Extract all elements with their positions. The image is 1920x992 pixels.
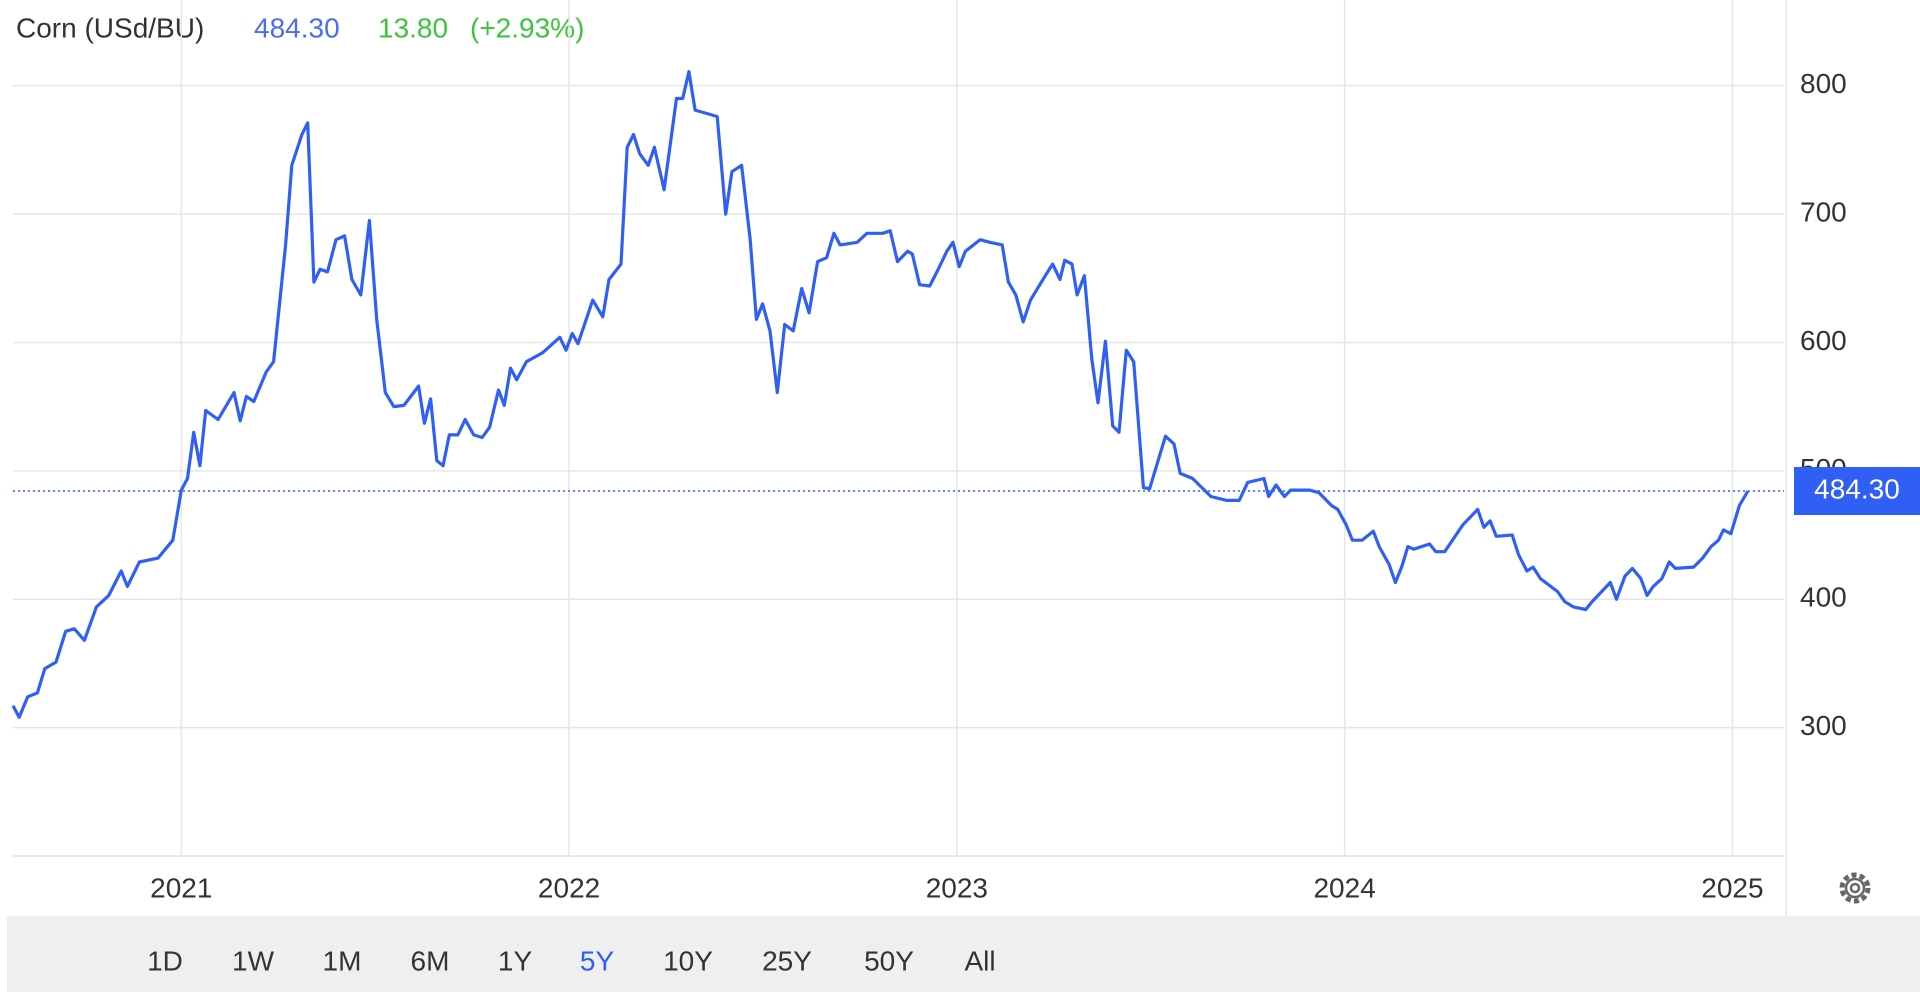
last-price-tag — [1794, 466, 1920, 515]
range-button[interactable]: 1M — [323, 945, 362, 976]
range-button[interactable]: 5Y — [580, 945, 615, 976]
last-price-tag-label: 484.30 — [1814, 473, 1900, 504]
settings-icon[interactable] — [1839, 872, 1871, 904]
range-button[interactable]: 6M — [411, 945, 450, 976]
y-tick-label: 400 — [1800, 582, 1847, 613]
instrument-name: Corn (USd/BU) — [16, 12, 204, 43]
range-button[interactable]: 1W — [232, 945, 275, 976]
y-tick-label: 800 — [1800, 68, 1847, 99]
y-tick-label: 300 — [1800, 710, 1847, 741]
x-tick-label: 2022 — [538, 872, 600, 903]
x-tick-label: 2024 — [1313, 872, 1375, 903]
x-tick-label: 2021 — [150, 872, 212, 903]
price-change-pct: (+2.93%) — [470, 12, 584, 43]
y-tick-label: 600 — [1800, 325, 1847, 356]
x-tick-label: 2025 — [1701, 872, 1763, 903]
range-button[interactable]: 1D — [147, 945, 183, 976]
range-button[interactable]: 25Y — [762, 945, 812, 976]
x-tick-label: 2023 — [926, 872, 988, 903]
last-price: 484.30 — [254, 12, 340, 43]
price-line — [11, 70, 1750, 719]
price-change: 13.80 — [378, 12, 448, 43]
range-button[interactable]: 1Y — [498, 945, 533, 976]
range-button[interactable]: 50Y — [864, 945, 914, 976]
y-tick-label: 700 — [1800, 196, 1847, 227]
range-button[interactable]: 10Y — [663, 945, 713, 976]
range-button[interactable]: All — [964, 945, 995, 976]
range-bar — [7, 916, 1920, 992]
